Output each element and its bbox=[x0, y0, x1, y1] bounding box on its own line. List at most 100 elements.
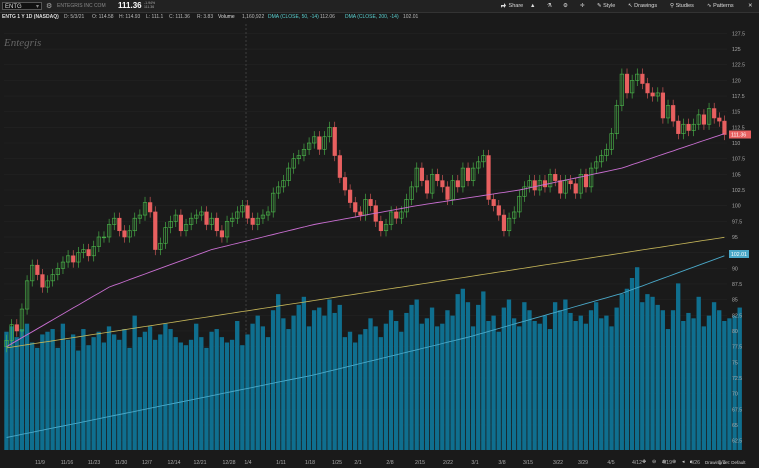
crosshair-icon[interactable]: ✛ bbox=[580, 3, 585, 9]
volume-bar bbox=[24, 323, 30, 450]
volume-bar bbox=[147, 326, 153, 450]
candle-body bbox=[450, 180, 455, 200]
volume-bar bbox=[394, 321, 399, 450]
candle-body bbox=[409, 186, 414, 200]
candle-body bbox=[583, 174, 589, 188]
settings-icon[interactable]: ⚙ bbox=[563, 3, 568, 9]
candle-body bbox=[486, 155, 491, 200]
volume-bar bbox=[404, 312, 409, 450]
y-tick-label: 100 bbox=[732, 204, 741, 210]
volume-bar bbox=[593, 302, 599, 450]
volume-bar bbox=[481, 291, 486, 450]
symbol-dropdown-icon[interactable]: ▾ bbox=[35, 4, 39, 10]
volume-bar bbox=[588, 310, 594, 450]
candle-body bbox=[399, 211, 404, 219]
volume-bar bbox=[645, 294, 650, 450]
volume-bar bbox=[14, 337, 19, 450]
volume-bar bbox=[91, 337, 96, 450]
candle-body bbox=[701, 114, 707, 125]
candle-body bbox=[296, 155, 301, 159]
gear-icon[interactable]: ⚙ bbox=[46, 3, 53, 10]
volume-bar bbox=[368, 318, 373, 450]
drag-icon[interactable]: ✥ bbox=[642, 459, 647, 465]
volume-bar bbox=[573, 321, 578, 450]
y-tick-label: 67.5 bbox=[732, 407, 742, 413]
candle-body bbox=[50, 274, 55, 282]
volume-bar bbox=[717, 310, 722, 450]
candle-body bbox=[542, 180, 548, 188]
style-button[interactable]: ✎ Style bbox=[597, 3, 616, 9]
symbol-input[interactable]: ENTG ▾ bbox=[2, 2, 42, 10]
candle-body bbox=[604, 148, 609, 156]
zoom-in-icon[interactable]: ⊕ bbox=[672, 459, 677, 465]
dma200-value: 102.01 bbox=[403, 14, 419, 20]
volume-bar bbox=[178, 342, 183, 450]
info-high: H: 114.93 bbox=[119, 14, 141, 20]
volume-bar bbox=[286, 329, 291, 450]
candle-body bbox=[430, 174, 435, 194]
zoom-icon[interactable]: ⊕ bbox=[662, 459, 667, 465]
volume-average-badge bbox=[729, 250, 749, 258]
pan-left-icon[interactable]: ◂ bbox=[682, 459, 685, 465]
pan-right-icon[interactable]: ▸ bbox=[690, 459, 693, 465]
candle-body bbox=[173, 214, 178, 222]
volume-bar bbox=[399, 331, 404, 450]
price-change: -1.94% 111.36 bbox=[144, 1, 156, 9]
candle-body bbox=[383, 224, 389, 232]
volume-bar bbox=[240, 345, 245, 450]
drawings-button[interactable]: ↖ Drawings bbox=[628, 3, 658, 9]
volume-bar bbox=[706, 315, 712, 450]
volume-bar bbox=[686, 312, 691, 450]
volume-bar bbox=[414, 299, 419, 450]
x-tick-label: 3/8 bbox=[498, 460, 505, 466]
volume-bar bbox=[455, 294, 460, 450]
volume-bar bbox=[388, 310, 394, 450]
volume-bar bbox=[476, 304, 481, 450]
candle-body bbox=[204, 211, 209, 225]
candle-body bbox=[624, 73, 630, 94]
x-tick-label: 2/15 bbox=[415, 460, 425, 466]
volume-bar bbox=[378, 337, 383, 450]
y-tick-label: 77.5 bbox=[732, 345, 742, 351]
candle-body bbox=[568, 180, 573, 185]
volume-bar bbox=[496, 331, 501, 450]
volume-bar bbox=[445, 310, 450, 450]
volume-bar bbox=[460, 288, 465, 450]
alert-icon[interactable]: ▲ bbox=[530, 3, 536, 9]
candle-body bbox=[265, 211, 271, 216]
candle-body bbox=[424, 180, 430, 194]
dma200-line bbox=[6, 255, 725, 438]
volume-bar bbox=[732, 315, 737, 450]
volume-bar bbox=[491, 315, 496, 450]
zoom-out-icon[interactable]: ⊖ bbox=[652, 459, 657, 465]
x-tick-label: 12/14 bbox=[168, 460, 181, 466]
volume-bar bbox=[86, 345, 91, 450]
candle-body bbox=[348, 189, 353, 203]
volume-bar bbox=[306, 326, 312, 450]
y-tick-label: 117.5 bbox=[732, 94, 745, 100]
share-button[interactable]: Share bbox=[500, 2, 523, 10]
x-tick-label: 4/26 bbox=[690, 460, 700, 466]
info-low: L: 111.1 bbox=[146, 14, 164, 20]
candle-body bbox=[589, 167, 594, 188]
candle-body bbox=[501, 214, 507, 232]
flask-icon[interactable]: ⚗ bbox=[547, 3, 552, 9]
volume-bar bbox=[486, 321, 491, 450]
candle-body bbox=[445, 186, 450, 200]
volume-value: 1,160,922 bbox=[242, 14, 265, 20]
candle-body bbox=[127, 230, 132, 238]
candle-body bbox=[194, 214, 199, 219]
close-icon[interactable]: ✕ bbox=[748, 3, 753, 9]
candle-body bbox=[137, 214, 142, 219]
last-price: 111.36 bbox=[118, 1, 142, 10]
volume-bar bbox=[235, 321, 240, 450]
share-icon bbox=[501, 3, 506, 9]
patterns-button[interactable]: ∿ Patterns bbox=[707, 3, 734, 9]
volume-bar bbox=[552, 302, 558, 450]
studies-button[interactable]: ⚲ Studies bbox=[670, 3, 694, 9]
volume-bar bbox=[19, 329, 25, 450]
volume-bar bbox=[711, 302, 717, 450]
y-tick-label: 102.5 bbox=[732, 188, 745, 194]
candle-body bbox=[168, 221, 173, 228]
